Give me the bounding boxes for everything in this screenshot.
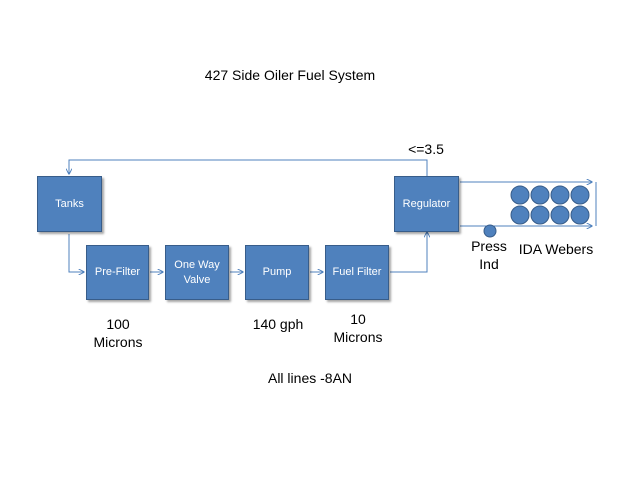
filter-to-regulator-line	[390, 232, 427, 273]
pre-filter-node: Pre-Filter	[86, 245, 149, 300]
fuel-filter-node: Fuel Filter	[325, 245, 389, 300]
tanks-node: Tanks	[37, 176, 102, 232]
carburetor-barrel-icon	[530, 205, 550, 225]
all-lines-note: All lines -8AN	[267, 370, 353, 386]
diagram-title: 427 Side Oiler Fuel System	[204, 67, 376, 83]
ida-webers-label: IDA Webers	[518, 241, 594, 257]
pump-label: Pump	[262, 266, 292, 278]
pre-filter-label: Pre-Filter	[94, 266, 141, 278]
pressure-indicator-icon	[483, 224, 497, 238]
one-way-valve-label: One Way Valve	[174, 258, 220, 286]
pre-filter-rating: 100 Microns	[93, 316, 143, 350]
carburetor-barrel-icon	[550, 185, 570, 205]
fuel-filter-label: Fuel Filter	[332, 266, 382, 278]
regulator-node: Regulator	[394, 176, 459, 232]
fuel-filter-rating: 10 Microns	[333, 311, 383, 345]
pump-node: Pump	[245, 245, 309, 300]
carburetor-barrel-icon	[570, 185, 590, 205]
one-way-valve-node: One Way Valve	[165, 245, 229, 300]
return-line	[69, 159, 428, 176]
carburetor-barrel-icon	[530, 185, 550, 205]
regulator-label: Regulator	[402, 197, 451, 210]
pump-rating: 140 gph	[252, 316, 304, 332]
carburetor-barrel-icon	[570, 205, 590, 225]
tanks-to-prefilter-line	[68, 234, 84, 272]
regulator-pressure: <=3.5	[408, 141, 444, 157]
tanks-label: Tanks	[55, 197, 84, 210]
press-ind-label: Press Ind	[471, 238, 507, 272]
carburetor-barrel-icon	[510, 205, 530, 225]
carburetor-barrel-icon	[550, 205, 570, 225]
carburetor-barrel-icon	[510, 185, 530, 205]
